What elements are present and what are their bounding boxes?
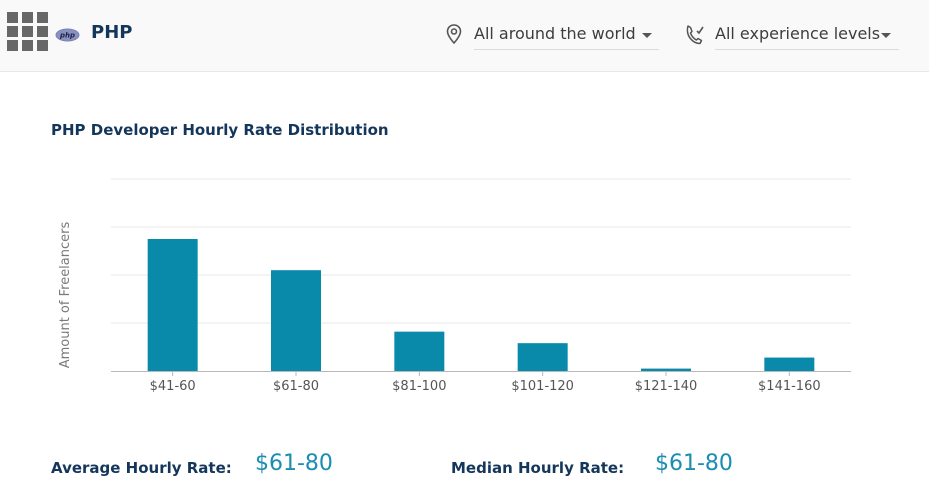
location-filter[interactable]: All around the world — [474, 18, 659, 50]
experience-filter[interactable]: All experience levels — [715, 18, 899, 50]
page-title: PHP — [91, 22, 133, 43]
average-rate-value: $61-80 — [255, 451, 333, 476]
chevron-down-icon — [881, 33, 891, 38]
average-rate-label: Average Hourly Rate: — [51, 459, 232, 477]
x-tick-label: $61-80 — [273, 379, 319, 394]
top-bar: php PHP All around the world All experie… — [0, 0, 929, 72]
location-filter-value: All around the world — [474, 24, 636, 43]
x-tick-label: $41-60 — [150, 379, 196, 394]
php-logo-text: php — [59, 32, 75, 40]
chart-title: PHP Developer Hourly Rate Distribution — [51, 121, 389, 139]
chevron-down-icon — [642, 33, 652, 38]
location-pin-icon — [446, 24, 462, 45]
median-rate-label: Median Hourly Rate: — [451, 459, 625, 477]
x-tick-label: $81-100 — [392, 379, 446, 394]
php-logo-icon: php — [55, 28, 80, 42]
chart-bar — [394, 331, 445, 371]
x-tick-label: $101-120 — [511, 379, 574, 394]
x-tick-label: $121-140 — [635, 379, 698, 394]
experience-icon — [686, 25, 704, 45]
chart-bar — [517, 343, 568, 371]
y-axis-label: Amount of Freelancers — [58, 222, 73, 369]
chart-bar — [641, 368, 691, 371]
chart-bar — [147, 239, 198, 371]
x-tick-label: $141-160 — [758, 379, 821, 394]
experience-filter-value: All experience levels — [715, 24, 881, 43]
hourly-rate-chart: $41-60 $61-80 $81-100 $101-120 $121-140 $141-… — [58, 178, 851, 394]
median-rate-value: $61-80 — [655, 451, 733, 476]
app-grid-icon[interactable] — [7, 12, 49, 52]
chart-bar — [764, 357, 815, 371]
chart-bar — [271, 270, 321, 371]
